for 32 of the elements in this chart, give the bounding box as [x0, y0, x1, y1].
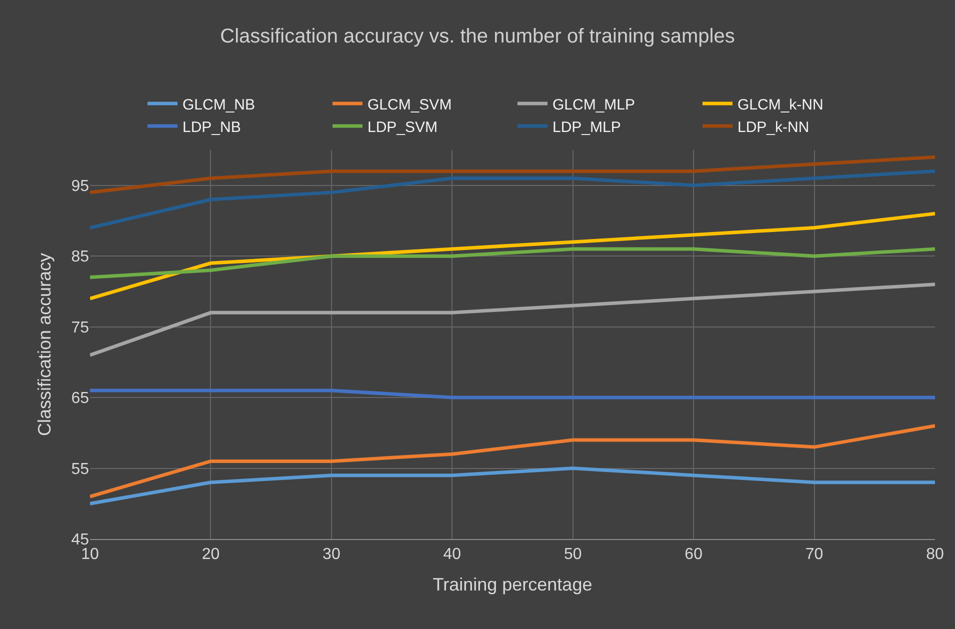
- y-tick-label: 85: [71, 248, 90, 266]
- line-series: [90, 169, 935, 230]
- legend-label: LDP_k-NN: [738, 118, 810, 136]
- x-tick-label: 20: [202, 546, 220, 564]
- y-tick-label: 65: [71, 390, 90, 408]
- legend-label: LDP_NB: [182, 118, 241, 136]
- legend-label: GLCM_SVM: [368, 96, 452, 114]
- y-tick-label: 45: [71, 532, 90, 549]
- x-tick-label: 80: [926, 546, 944, 564]
- chart-title: Classification accuracy vs. the number of training samples: [220, 25, 735, 48]
- y-tick-label: 55: [71, 460, 90, 478]
- line-series: [90, 212, 935, 300]
- legend-label: GLCM_MLP: [552, 96, 636, 114]
- legend-label: LDP_SVM: [368, 118, 438, 136]
- x-axis-title: Training percentage: [432, 574, 592, 594]
- y-tick-label: 95: [71, 178, 90, 195]
- y-axis-title: Classification accuracy: [34, 252, 54, 436]
- line-series: [90, 247, 935, 280]
- x-tick-label: 10: [81, 546, 99, 564]
- line-series: [90, 466, 935, 506]
- line-series: [90, 424, 935, 498]
- line-series: [90, 155, 935, 194]
- legend-label: GLCM_k-NN: [738, 96, 824, 114]
- x-tick-label: 30: [322, 546, 340, 564]
- x-tick-label: 60: [684, 546, 703, 564]
- x-tick-label: 50: [564, 546, 582, 564]
- x-tick-label: 40: [443, 546, 462, 564]
- line-series: [90, 282, 935, 357]
- legend-label: LDP_MLP: [552, 118, 621, 136]
- legend-label: GLCM_NB: [182, 96, 256, 114]
- x-tick-label: 70: [805, 546, 824, 564]
- y-tick-label: 75: [71, 319, 90, 336]
